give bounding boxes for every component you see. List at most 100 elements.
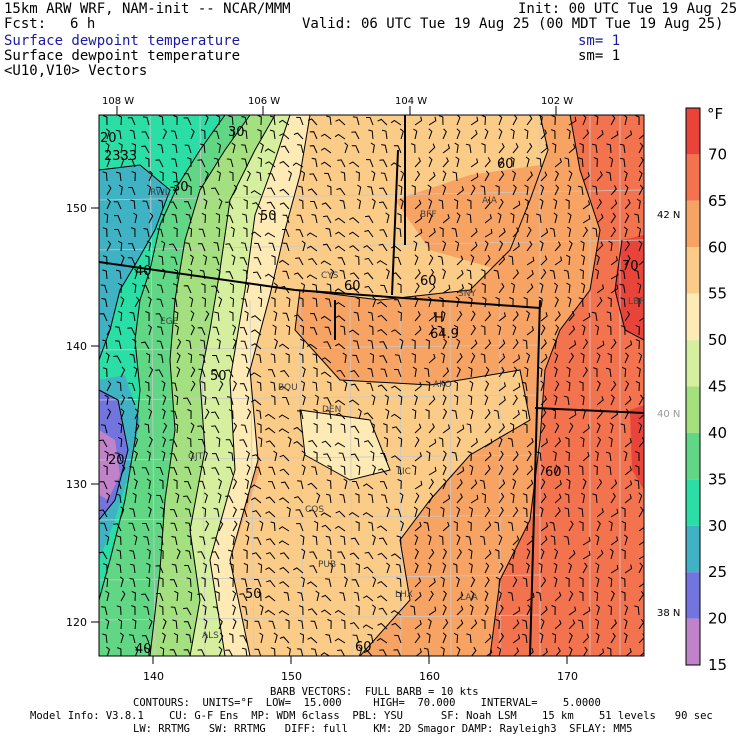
wind-barb — [494, 549, 500, 560]
wind-barb — [355, 493, 360, 503]
wind-barb — [636, 226, 642, 238]
wind-barb — [540, 255, 548, 266]
field1-smoothing: sm= 1 — [578, 33, 621, 49]
wind-barb — [554, 324, 560, 336]
wind-barb — [323, 341, 332, 350]
wind-barb — [442, 478, 447, 490]
wind-barb — [117, 310, 123, 322]
wind-barb — [442, 590, 447, 602]
wind-barb — [411, 352, 416, 364]
wind-barb — [103, 115, 108, 126]
wind-barb — [397, 310, 402, 322]
wind-barb — [549, 269, 556, 280]
wind-barb — [102, 367, 108, 378]
wind-barb — [377, 525, 388, 532]
wind-barb — [366, 117, 374, 126]
wind-barb — [118, 142, 123, 154]
wind-barb — [265, 595, 276, 602]
wind-barb — [232, 184, 238, 196]
wind-barb — [105, 142, 110, 154]
wind-barb — [146, 184, 152, 196]
wind-barb — [591, 143, 598, 154]
wind-barb — [273, 632, 278, 644]
contour-label: 50 — [245, 587, 262, 602]
wind-barb — [159, 506, 165, 518]
wind-barb — [254, 579, 262, 588]
wind-barb — [323, 397, 332, 406]
wind-barb — [414, 116, 423, 126]
wind-barb — [99, 509, 108, 518]
wind-barb — [364, 551, 374, 560]
wind-barb — [120, 464, 126, 476]
wind-barb — [400, 170, 405, 182]
wind-barb — [554, 241, 561, 252]
wind-barb — [175, 492, 180, 504]
lat-label-40n: 40 N — [657, 409, 680, 420]
wind-barb — [204, 170, 209, 182]
wind-barb — [480, 325, 486, 336]
wind-barb — [596, 549, 604, 560]
wind-barb — [128, 243, 136, 252]
wind-barb — [355, 604, 360, 616]
wind-barb — [594, 618, 600, 630]
wind-barb — [540, 493, 547, 504]
wind-barb — [428, 228, 436, 238]
wind-barb — [582, 562, 588, 574]
wind-barb — [636, 366, 641, 378]
wind-barb — [565, 199, 570, 210]
wind-barb — [129, 578, 136, 588]
wind-barb — [280, 481, 290, 490]
wind-barb — [326, 115, 332, 126]
wind-barb — [116, 549, 122, 560]
wind-barb — [567, 226, 572, 238]
wind-barb — [131, 142, 137, 154]
wind-barb — [171, 297, 178, 308]
wind-barb — [251, 315, 262, 322]
wind-barb — [386, 506, 391, 518]
wind-barb — [370, 422, 375, 434]
contour-label: 50 — [210, 369, 227, 384]
wind-barb — [307, 581, 318, 588]
wind-barb — [211, 467, 220, 476]
wind-barb — [442, 284, 451, 294]
wind-barb — [106, 198, 111, 210]
wind-barb — [442, 157, 449, 168]
wind-barb — [438, 115, 444, 126]
wind-barb — [484, 562, 490, 574]
wind-barb — [114, 215, 122, 224]
wind-barb — [523, 520, 529, 532]
wind-barb — [298, 605, 304, 616]
wind-barb — [114, 452, 122, 462]
wind-barb — [413, 128, 418, 140]
wind-barb — [554, 170, 559, 182]
wind-barb — [218, 520, 224, 532]
wind-barb — [468, 548, 473, 560]
wind-barb — [293, 272, 304, 280]
wind-barb — [370, 142, 375, 154]
wind-barb — [350, 537, 360, 546]
wind-barb — [582, 312, 591, 322]
wind-barb — [456, 493, 463, 504]
wind-barb — [428, 578, 436, 588]
wind-barb — [496, 646, 502, 656]
wind-barb — [551, 115, 556, 126]
wind-barb — [639, 648, 644, 656]
wind-barb — [596, 508, 604, 518]
wind-barb — [343, 380, 348, 392]
wind-barb — [510, 128, 515, 140]
wind-barb — [568, 143, 576, 154]
wind-barb — [146, 394, 151, 406]
wind-barb — [606, 171, 612, 182]
wind-barb — [161, 632, 166, 644]
wind-barb — [442, 408, 448, 420]
wind-barb — [334, 245, 346, 252]
wind-barb — [257, 436, 263, 448]
wind-barb — [607, 604, 613, 616]
wind-barb — [610, 632, 616, 644]
wind-barb — [624, 310, 631, 322]
wind-barb — [231, 254, 236, 266]
top-lon-labels: 108 W 106 W 104 W 102 W — [102, 96, 573, 107]
wind-barb — [536, 157, 542, 168]
wind-barb — [176, 548, 181, 560]
wind-barb — [170, 130, 178, 140]
